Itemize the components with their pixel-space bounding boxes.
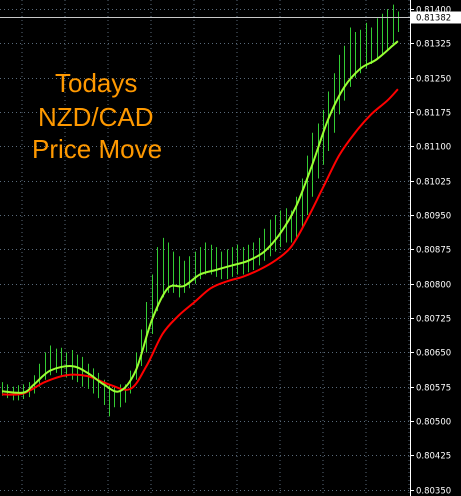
grid-lines xyxy=(0,0,410,496)
y-tick-label: 0.80725 xyxy=(416,315,451,325)
y-tick-label: 0.80500 xyxy=(416,418,451,428)
y-tick-label: 0.81250 xyxy=(416,75,451,85)
axis-background xyxy=(410,0,461,496)
y-tick-label: 0.81025 xyxy=(416,178,451,188)
y-tick-label: 0.81175 xyxy=(416,109,451,119)
y-tick-label: 0.81325 xyxy=(416,40,451,50)
y-tick-label: 0.80800 xyxy=(416,281,451,291)
price-axis: 0.81400 0.81325 0.81250 0.81175 0.81100 0.810… xyxy=(410,0,461,496)
y-tick-label: 0.80650 xyxy=(416,349,451,359)
y-tick-label: 0.80425 xyxy=(416,452,451,462)
current-price-label: 0.81382 xyxy=(416,14,451,24)
moving-averages xyxy=(1,40,399,396)
title-line: Price Move xyxy=(32,134,162,164)
current-price-marker: 0.81382 xyxy=(0,11,461,24)
fast-ma-line xyxy=(1,40,399,394)
current-price-box xyxy=(411,11,461,24)
y-tick-label: 0.81400 xyxy=(416,6,451,16)
title-line: Todays xyxy=(55,68,137,98)
y-tick-label: 0.81100 xyxy=(416,143,451,153)
y-tick-label: 0.80950 xyxy=(416,212,451,222)
y-tick-label: 0.80575 xyxy=(416,384,451,394)
slow-ma-line xyxy=(1,88,399,396)
y-tick-label: 0.80350 xyxy=(416,487,451,496)
y-tick-label: 0.80875 xyxy=(416,246,451,256)
title-line: NZD/CAD xyxy=(38,102,154,132)
